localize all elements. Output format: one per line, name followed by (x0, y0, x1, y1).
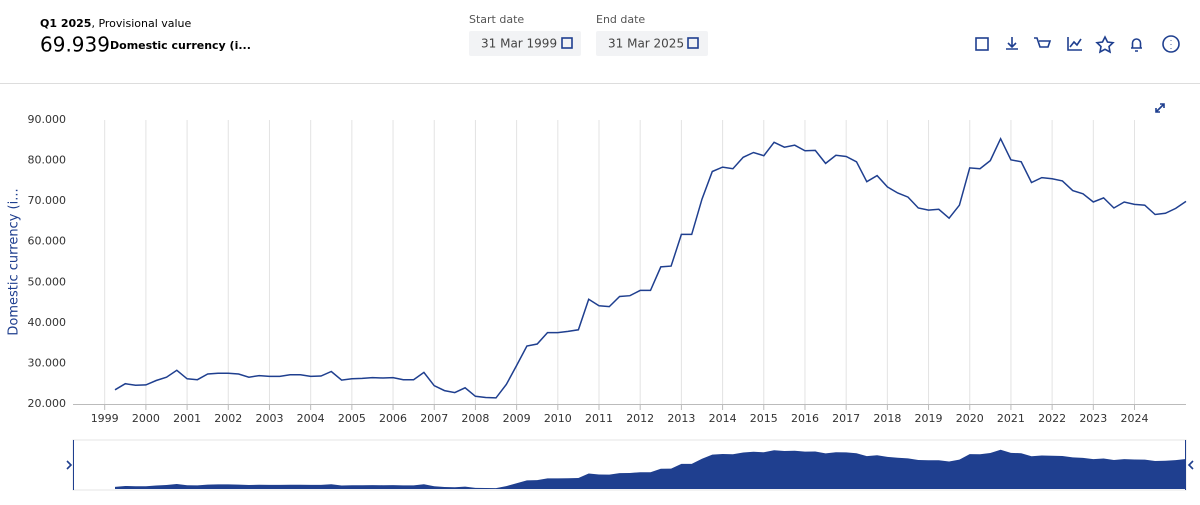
y-tick-label: 40.000 (28, 316, 67, 329)
start-date: 31 Mar 1999 (481, 37, 557, 51)
x-tick-label: 2009 (503, 412, 531, 425)
x-tick-label: 1999 (91, 412, 119, 425)
table-icon[interactable] (975, 37, 989, 51)
bell-icon[interactable] (1131, 38, 1142, 52)
x-tick-label: 2002 (214, 412, 242, 425)
calendar-icon[interactable] (561, 37, 573, 49)
x-tick-label: 2023 (1079, 412, 1107, 425)
x-tick-label: 2011 (585, 412, 613, 425)
expand-icon[interactable] (1155, 103, 1165, 113)
x-tick-label: 2014 (709, 412, 737, 425)
navigator-arrow[interactable] (1187, 460, 1194, 470)
y-tick-label: 50.000 (28, 275, 67, 288)
x-tick-label: 2017 (832, 412, 860, 425)
period-text: Q1 2025 (40, 17, 91, 30)
toolbar (975, 35, 1180, 54)
x-tick-label: 2008 (461, 412, 489, 425)
chart-icon[interactable] (1067, 37, 1082, 51)
y-tick-label: 80.000 (28, 154, 67, 167)
y-tick-label: 60.000 (28, 235, 67, 248)
navigator-area (115, 449, 1186, 489)
x-tick-label: 2001 (173, 412, 201, 425)
calendar-icon[interactable] (687, 37, 699, 49)
period: Q1 2025, Provisional value (40, 17, 192, 30)
star-icon[interactable] (1095, 35, 1115, 54)
end-date-box[interactable] (596, 31, 708, 56)
x-tick-label: 2024 (1121, 412, 1149, 425)
data-line (114, 136, 1187, 399)
x-tick-label: 2007 (420, 412, 448, 425)
x-tick-label: 2018 (873, 412, 901, 425)
x-tick-label: 2003 (255, 412, 283, 425)
start-label: Start date (469, 13, 524, 26)
y-tick-label: 70.000 (28, 194, 67, 207)
unit: Domestic currency (i... (110, 39, 251, 52)
end-label: End date (596, 13, 645, 26)
y-tick-label: 30.000 (28, 356, 67, 369)
x-tick-label: 2000 (132, 412, 160, 425)
x-tick-label: 2019 (915, 412, 943, 425)
y-tick-label: 90.000 (28, 113, 67, 126)
x-tick-label: 2005 (338, 412, 366, 425)
status: , Provisional value (91, 17, 191, 30)
cart-icon[interactable] (1034, 37, 1052, 48)
x-tick-label: 2010 (544, 412, 572, 425)
x-tick-label: 2004 (297, 412, 325, 425)
x-tick-label: 2022 (1038, 412, 1066, 425)
x-tick-label: 2006 (379, 412, 407, 425)
download-icon[interactable] (1006, 37, 1018, 50)
y-tick-label: 20.000 (28, 397, 67, 410)
x-tick-label: 2020 (956, 412, 984, 425)
navigator-arrow[interactable] (66, 460, 73, 470)
x-tick-label: 2016 (791, 412, 819, 425)
x-tick-label: 2021 (997, 412, 1025, 425)
menu-icon[interactable] (1162, 35, 1180, 53)
start-date-box[interactable] (469, 31, 581, 56)
x-tick-label: 2015 (750, 412, 778, 425)
x-tick-label: 2012 (626, 412, 654, 425)
y-axis-label: Domestic currency (i... (7, 188, 22, 335)
x-tick-label: 2013 (667, 412, 695, 425)
end-date: 31 Mar 2025 (608, 37, 684, 51)
current-value: 69.939 (40, 33, 110, 57)
